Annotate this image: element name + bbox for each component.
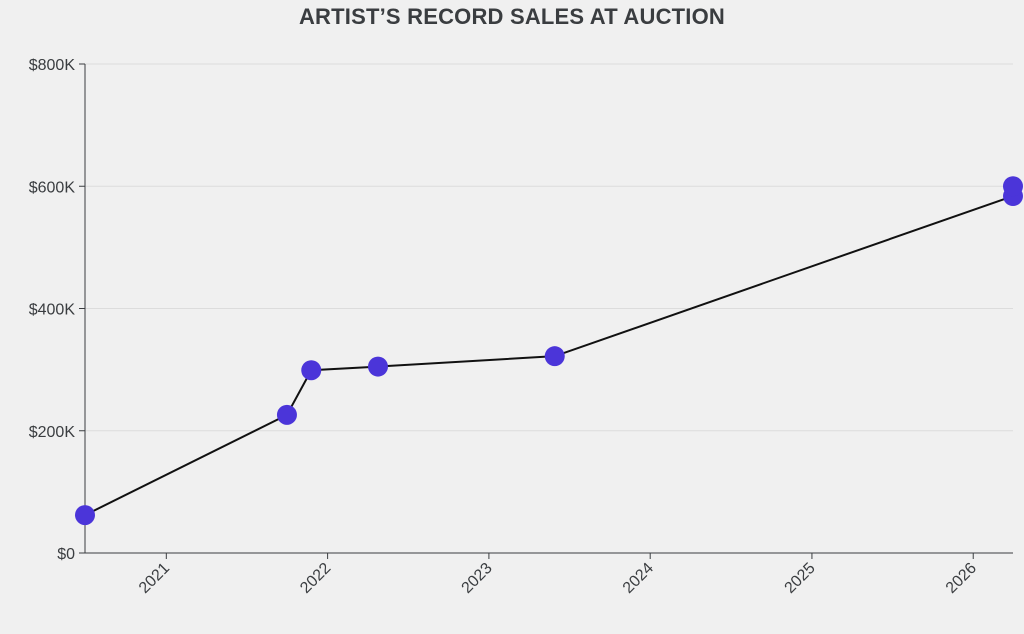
- x-tick-label: 2024: [620, 560, 657, 597]
- data-point: [1003, 176, 1023, 197]
- x-axis-ticks: 2021 2022 2023 2024 2025 2026: [136, 553, 980, 597]
- x-tick-label: 2026: [943, 560, 980, 597]
- chart-title: ARTIST’S RECORD SALES AT AUCTION: [298, 4, 726, 29]
- series-line: [84, 195, 1014, 516]
- y-tick-label: $200K: [29, 424, 76, 441]
- y-tick-label: $400K: [29, 302, 76, 319]
- data-series: [75, 176, 1023, 526]
- x-tick-label: 2025: [782, 560, 819, 597]
- data-point: [544, 346, 565, 367]
- x-tick-label: 2022: [297, 560, 334, 597]
- x-tick-label: 2021: [136, 560, 173, 597]
- x-tick-label: 2023: [459, 560, 496, 597]
- y-tick-label: $0: [57, 546, 75, 563]
- y-tick-label: $800K: [29, 57, 76, 74]
- data-point: [276, 404, 297, 425]
- data-point: [367, 356, 388, 377]
- data-point: [301, 360, 322, 381]
- data-point: [75, 505, 95, 526]
- y-tick-label: $600K: [29, 179, 76, 196]
- gridlines: [85, 63, 1013, 432]
- y-axis-ticks: $0 $200K $400K $600K $800K: [29, 57, 85, 563]
